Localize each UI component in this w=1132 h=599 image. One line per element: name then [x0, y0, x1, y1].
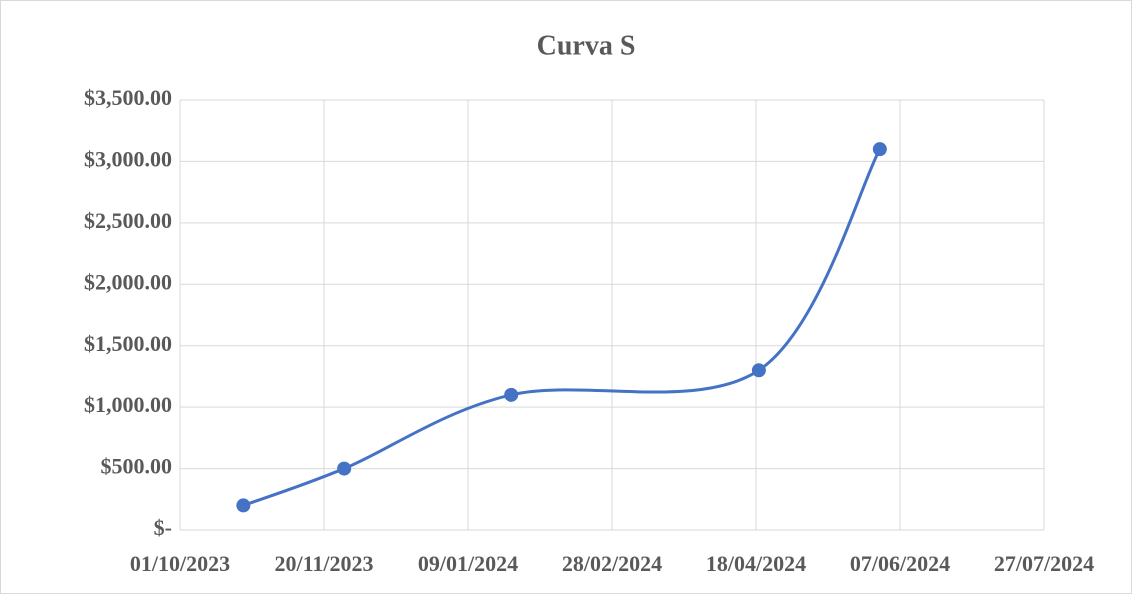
y-tick-label: $3,500.00 — [84, 85, 172, 110]
x-tick-label: 07/06/2024 — [850, 551, 950, 576]
point — [872, 142, 887, 157]
x-tick-label: 28/02/2024 — [562, 551, 662, 576]
y-tick-label: $2,000.00 — [84, 269, 172, 294]
x-tick-label: 27/07/2024 — [994, 551, 1094, 576]
chart-title: Curva S — [537, 30, 636, 61]
point — [236, 498, 251, 513]
y-tick-label: $- — [154, 515, 172, 540]
y-tick-label: $2,500.00 — [84, 208, 172, 233]
series-line — [242, 148, 882, 507]
y-tick-label: $1,000.00 — [84, 392, 172, 417]
x-tick-label: 18/04/2024 — [706, 551, 806, 576]
x-tick-label: 09/01/2024 — [418, 551, 518, 576]
x-tick-label: 01/10/2023 — [130, 551, 230, 576]
point — [751, 363, 766, 378]
point — [337, 461, 352, 476]
y-tick-label: $1,500.00 — [84, 331, 172, 356]
y-tick-label: $3,000.00 — [84, 146, 172, 171]
x-tick-label: 20/11/2023 — [274, 551, 373, 576]
point — [504, 387, 519, 402]
y-tick-label: $500.00 — [101, 454, 173, 479]
